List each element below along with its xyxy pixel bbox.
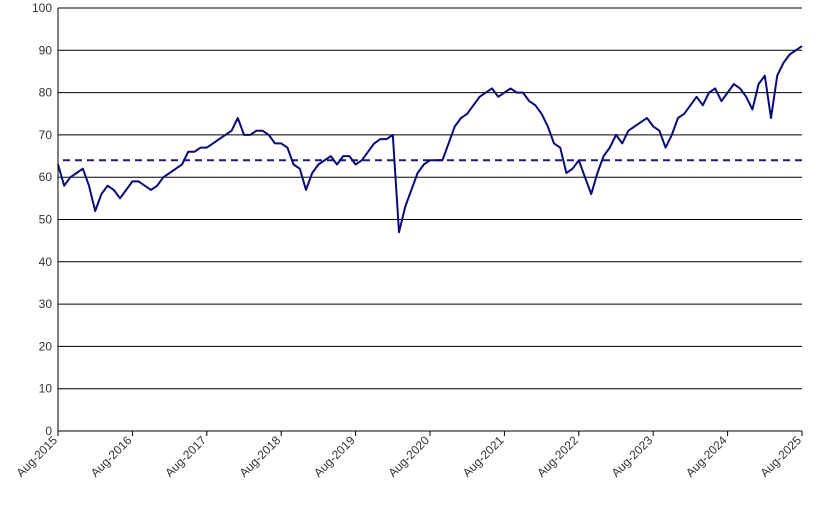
y-axis-ticks: 0 10 20 30 40 50 60 70 80 90 100 [32,1,52,438]
y-tick-label-50: 50 [39,213,53,227]
x-tick-label: Aug-2016 [88,433,135,480]
x-axis-ticks: Aug-2015 Aug-2016 Aug-2017 Aug-2018 Aug-2019… [13,433,804,480]
y-tick-label-20: 20 [39,339,53,353]
x-tick-label: Aug-2025 [757,433,804,480]
y-tick-label-60: 60 [39,170,53,184]
x-tick-label: Aug-2018 [237,433,284,480]
series-group [57,45,803,234]
y-tick-label-10: 10 [39,382,53,396]
y-tick-label-80: 80 [39,86,53,100]
x-tick-label: Aug-2015 [13,433,60,480]
x-tick-label: Aug-2021 [460,433,507,480]
y-tick-label-40: 40 [39,255,53,269]
axes [57,8,803,436]
y-tick-label-0: 0 [45,424,52,438]
y-tick-label-70: 70 [39,128,53,142]
x-tick-label: Aug-2022 [534,433,581,480]
x-tick-label: Aug-2023 [609,433,656,480]
series-line [57,45,803,234]
y-tick-label-90: 90 [39,43,53,57]
x-tick-label: Aug-2017 [162,433,209,480]
y-tick-label-30: 30 [39,297,53,311]
x-tick-label: Aug-2020 [385,433,432,480]
y-tick-label-100: 100 [32,1,52,15]
x-tick-label: Aug-2024 [683,433,730,480]
gridlines [58,7,802,390]
x-tick-label: Aug-2019 [311,433,358,480]
